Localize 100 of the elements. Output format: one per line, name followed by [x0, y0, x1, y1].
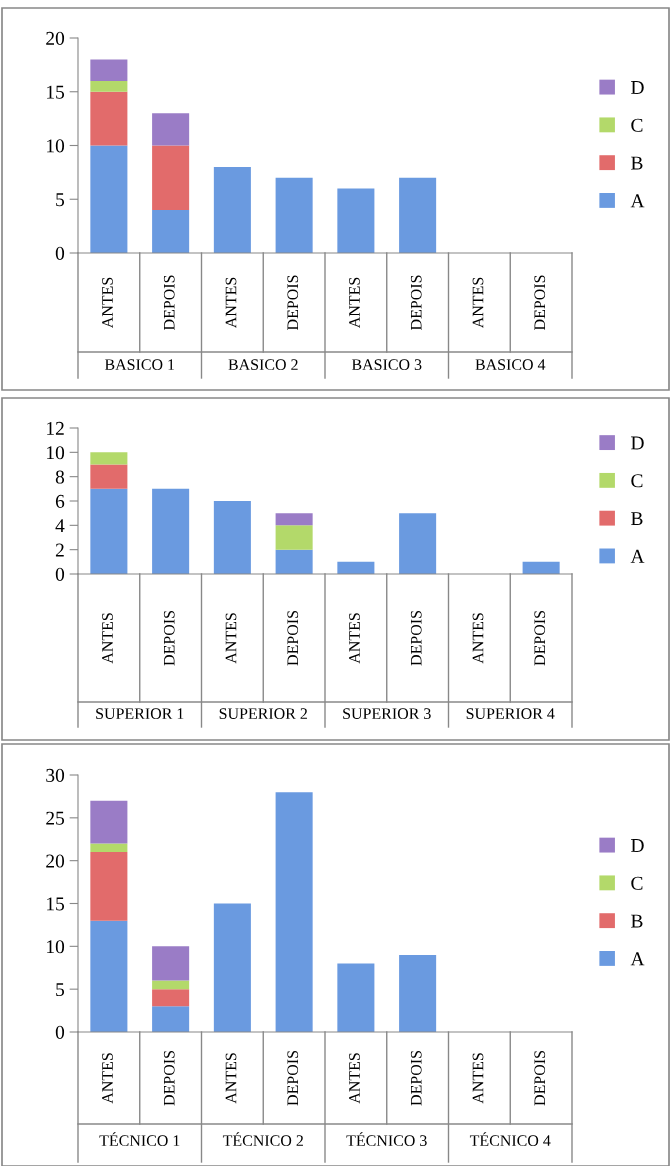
bar — [152, 980, 190, 990]
y-tick-label: 12 — [47, 421, 64, 435]
bar — [399, 513, 437, 574]
legend-label: A — [630, 952, 645, 966]
legend-label: D — [631, 436, 644, 450]
bar — [399, 177, 437, 253]
legend-label: B — [631, 156, 643, 170]
y-tick-label: 2 — [55, 543, 64, 557]
text: TÉCNICO 2 — [222, 1132, 303, 1146]
text: TÉCNICO 3 — [346, 1132, 427, 1146]
bar — [90, 145, 128, 253]
text: TÉCNICO 1 — [99, 1132, 180, 1146]
bar — [90, 59, 128, 81]
bar — [152, 145, 190, 210]
x-tick-label: ANTES — [472, 1053, 484, 1104]
legend-label: D — [631, 839, 644, 852]
legend-label: A — [630, 549, 645, 563]
x-tick-label: ANTES — [225, 613, 237, 664]
bar — [337, 963, 375, 1032]
y-tick-label: 15 — [47, 85, 65, 99]
bar — [337, 188, 375, 253]
x-tick-label: ANTES — [349, 613, 360, 664]
legend-label: C — [631, 474, 643, 488]
x-tick-label: ANTES — [225, 277, 237, 329]
bar — [213, 501, 251, 574]
x-tick-label: DEPOIS — [410, 275, 422, 330]
x-tick-label: ANTES — [349, 1053, 360, 1104]
x-tick-label: DEPOIS — [410, 611, 422, 666]
text: BASICO 3 — [351, 359, 422, 370]
bar — [213, 167, 251, 253]
legend-label: C — [631, 118, 643, 132]
y-tick-label: 25 — [46, 811, 65, 825]
x-tick-label: ANTES — [225, 1053, 237, 1104]
x-tick-label: DEPOIS — [163, 611, 175, 666]
y-tick-label: 6 — [55, 494, 65, 508]
x-tick-label: DEPOIS — [534, 275, 546, 330]
x-tick-label: DEPOIS — [534, 611, 546, 666]
bar — [90, 91, 128, 146]
y-tick-label: 20 — [46, 31, 65, 45]
text: TÉCNICO 4 — [469, 1132, 551, 1146]
y-tick-label: 10 — [47, 446, 65, 460]
bar — [90, 464, 128, 489]
text: BASICO 4 — [475, 359, 546, 370]
y-tick-label: 10 — [47, 139, 65, 153]
bar — [152, 989, 190, 1007]
y-tick-label: 10 — [47, 940, 65, 954]
x-tick-label: DEPOIS — [287, 611, 299, 666]
bar — [90, 81, 128, 92]
x-tick-label: DEPOIS — [410, 1051, 422, 1106]
bar — [522, 561, 560, 574]
bar — [275, 792, 313, 1032]
y-tick-label: 0 — [55, 567, 65, 581]
x-tick-label: ANTES — [102, 1053, 113, 1104]
text: SUPERIOR 2 — [219, 708, 307, 719]
x-tick-label: DEPOIS — [163, 275, 175, 330]
y-tick-label: 0 — [55, 246, 65, 260]
y-tick-label: 5 — [56, 193, 65, 207]
legend-label: B — [631, 512, 643, 525]
bar — [275, 525, 313, 550]
x-tick-label: DEPOIS — [163, 1051, 175, 1106]
x-tick-label: DEPOIS — [287, 1051, 299, 1106]
bar — [275, 513, 313, 526]
x-tick-label: ANTES — [472, 277, 484, 329]
bar — [152, 210, 190, 253]
bar — [275, 549, 313, 574]
bar — [275, 177, 313, 253]
x-tick-label: ANTES — [102, 613, 113, 664]
legend-label: C — [631, 876, 643, 890]
x-tick-label: ANTES — [472, 613, 484, 664]
text: SUPERIOR 1 — [96, 708, 184, 719]
text: BASICO 1 — [104, 359, 175, 370]
y-tick-label: 0 — [55, 1025, 65, 1039]
bar — [90, 920, 128, 1032]
x-tick-label: DEPOIS — [534, 1051, 546, 1106]
bar — [399, 954, 437, 1032]
y-tick-label: 8 — [55, 470, 65, 484]
y-tick-label: 20 — [46, 854, 65, 868]
x-tick-label: ANTES — [102, 277, 113, 329]
bar — [90, 488, 128, 574]
legend-label: A — [630, 194, 645, 208]
legend-label: B — [631, 914, 643, 928]
x-tick-label: ANTES — [349, 277, 360, 329]
bar — [152, 113, 190, 146]
text: BASICO 2 — [228, 359, 298, 370]
bar — [90, 843, 128, 853]
y-tick-label: 15 — [47, 897, 65, 911]
text: SUPERIOR 4 — [466, 708, 555, 719]
legend-label: D — [631, 81, 644, 94]
bar — [152, 946, 190, 981]
bar — [213, 903, 251, 1032]
y-tick-label: 5 — [56, 983, 65, 997]
bar — [152, 1006, 190, 1032]
bar — [152, 488, 190, 574]
bar — [90, 852, 128, 921]
bar — [337, 561, 375, 574]
y-tick-label: 4 — [55, 519, 65, 533]
y-tick-label: 30 — [46, 768, 65, 782]
bar — [90, 800, 128, 844]
text: SUPERIOR 3 — [343, 708, 431, 719]
x-tick-label: DEPOIS — [287, 275, 299, 330]
